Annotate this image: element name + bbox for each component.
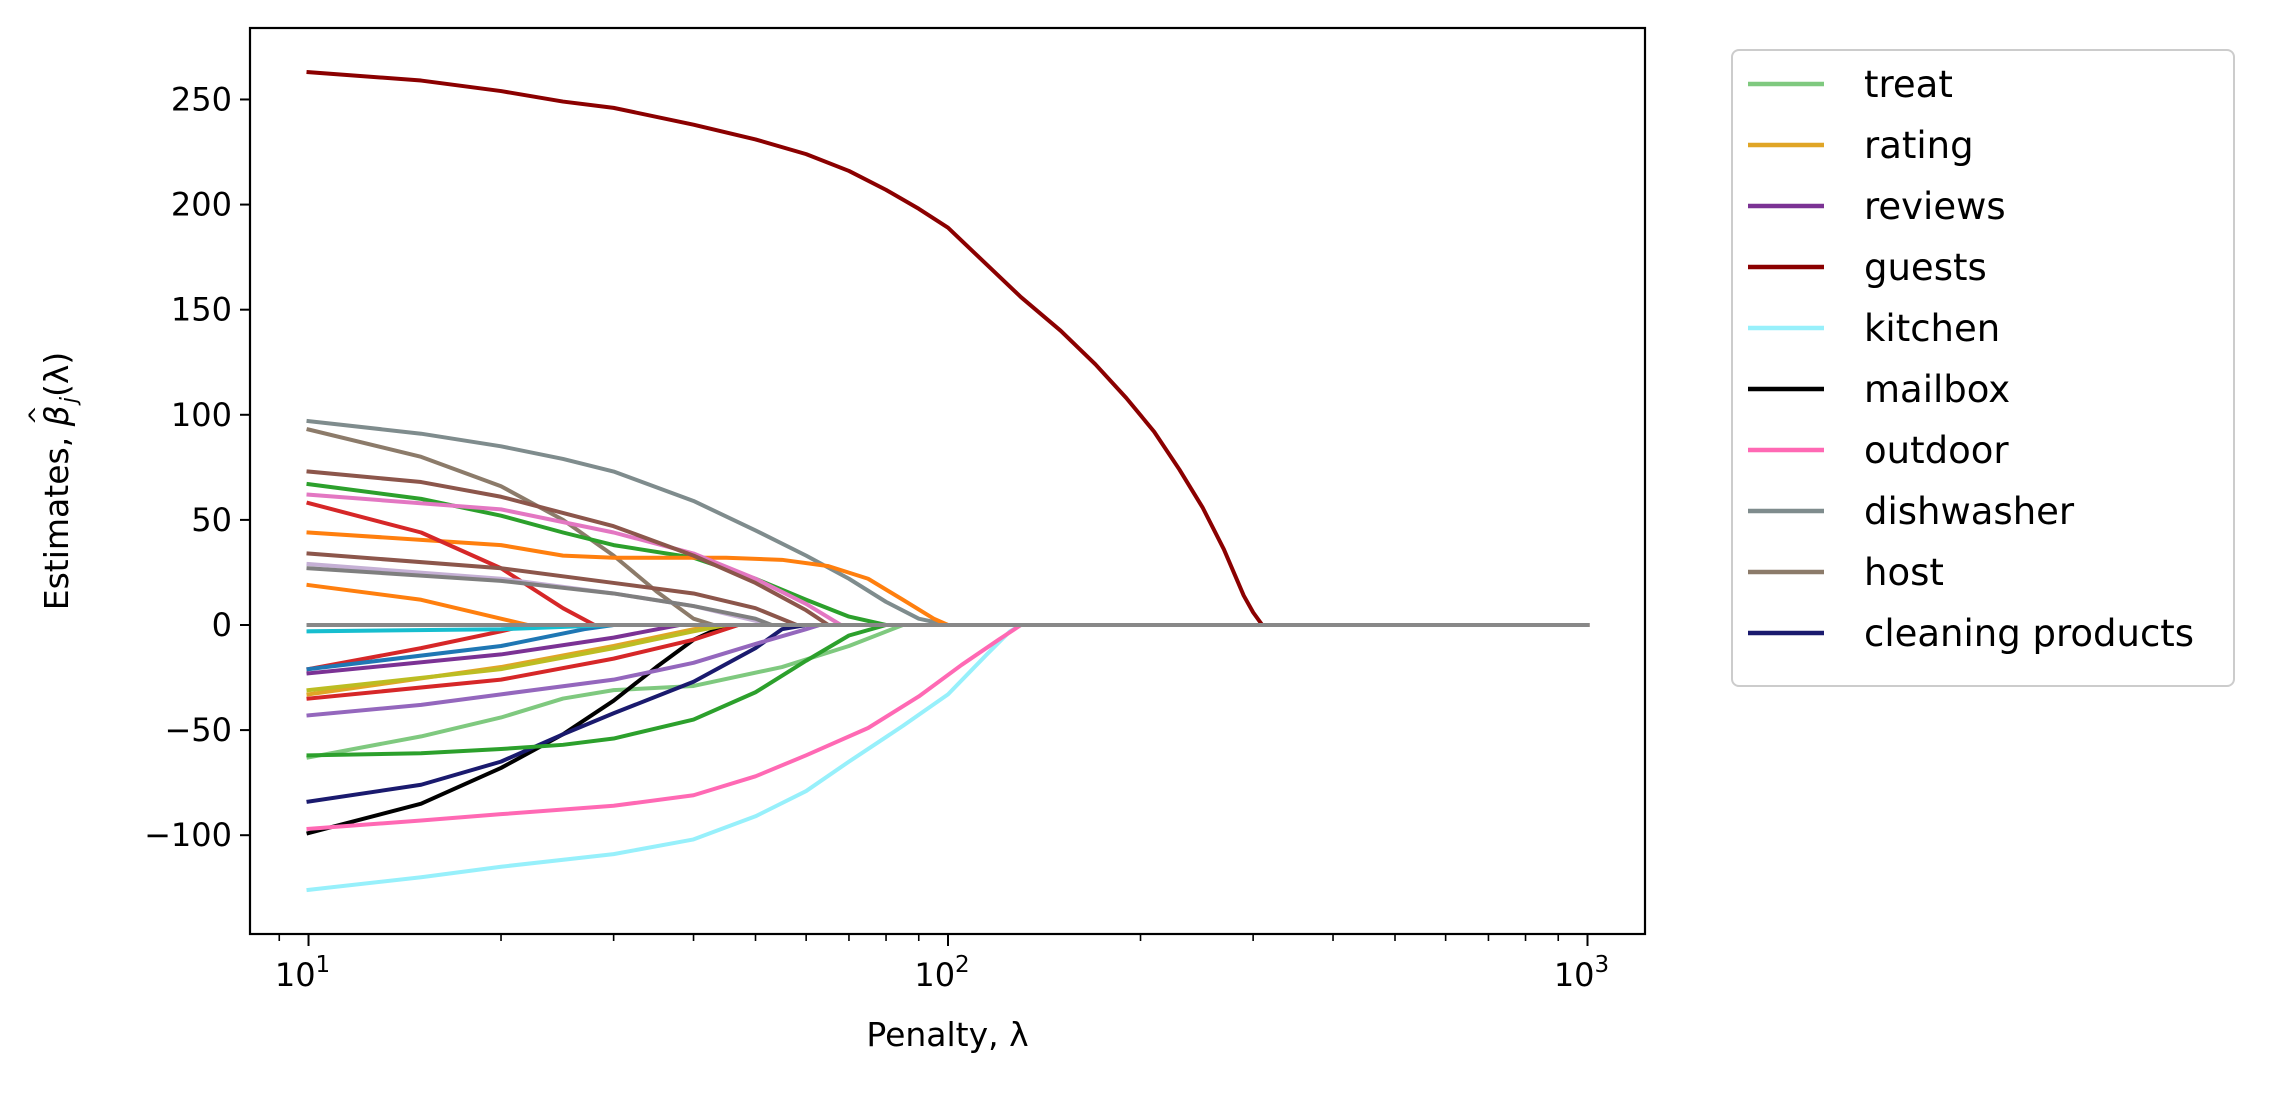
series-lines — [306, 69, 1590, 893]
series-line-mailbox — [306, 622, 1590, 836]
x-axis: 101 102 103 — [275, 934, 1609, 994]
series-line-11 — [306, 622, 1590, 758]
legend-label-reviews: reviews — [1864, 185, 2006, 228]
y-tick-label: 0 — [212, 606, 232, 644]
y-tick-label: −100 — [144, 816, 232, 854]
y-tick-label: −50 — [164, 711, 232, 749]
y-tick-label: 250 — [171, 80, 232, 118]
legend-label-outdoor: outdoor — [1864, 429, 2009, 472]
legend-label-dishwasher: dishwasher — [1864, 490, 2075, 533]
series-line-treat — [306, 622, 1590, 760]
x-tick-label: 103 — [1554, 952, 1609, 994]
y-tick-label: 100 — [171, 396, 232, 434]
series-line-guests — [306, 69, 1590, 627]
x-tick-label: 101 — [275, 952, 330, 994]
series-line-host — [306, 427, 1590, 627]
y-tick-label: 150 — [171, 291, 232, 329]
y-axis: 250 200 150 100 50 0 −50 −100 — [144, 80, 250, 854]
legend-label-mailbox: mailbox — [1864, 368, 2010, 411]
x-tick-label: 102 — [914, 952, 969, 994]
y-axis-label: Estimates, β^j(λ) — [24, 352, 82, 611]
axes-frame — [248, 26, 1647, 936]
series-line-17 — [306, 492, 1590, 627]
series-line-12 — [306, 530, 1590, 627]
y-tick-label: 200 — [171, 186, 232, 224]
series-line-cleaning-products — [306, 622, 1590, 804]
x-axis-label: Penalty, λ — [866, 1015, 1028, 1054]
legend-box — [1731, 49, 2235, 687]
legend-label-treat: treat — [1864, 63, 1953, 106]
legend-label-guests: guests — [1864, 246, 1987, 289]
legend-label-kitchen: kitchen — [1864, 307, 2000, 350]
y-tick-label: 50 — [191, 501, 232, 539]
series-line-18 — [306, 469, 1590, 627]
legend-label-cleaning-products: cleaning products — [1864, 612, 2194, 655]
legend: treat rating reviews guests kitchen mailbox ou… — [1731, 49, 2235, 687]
axis-labels: Penalty, λ Estimates, β^j(λ) — [24, 352, 1029, 1054]
plot-area — [248, 26, 1647, 936]
legend-label-host: host — [1864, 551, 1944, 594]
series-line-outdoor — [306, 622, 1590, 832]
series-line-dishwasher — [306, 418, 1590, 627]
legend-label-rating: rating — [1864, 124, 1974, 167]
